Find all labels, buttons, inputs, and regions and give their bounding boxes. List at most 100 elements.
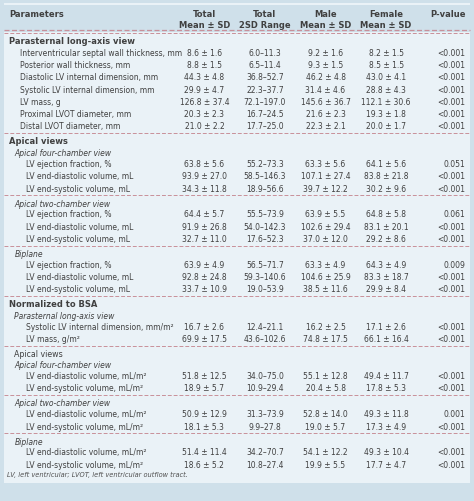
Text: 20.3 ± 2.3: 20.3 ± 2.3 (184, 110, 224, 119)
Text: 6.5–11.4: 6.5–11.4 (248, 61, 282, 70)
Text: 43.0 ± 4.1: 43.0 ± 4.1 (366, 73, 406, 82)
Text: LV end-diastolic volume, mL: LV end-diastolic volume, mL (27, 172, 134, 181)
Text: 51.4 ± 11.4: 51.4 ± 11.4 (182, 447, 227, 456)
Text: <0.001: <0.001 (438, 61, 465, 70)
Text: Biplane: Biplane (14, 249, 43, 259)
Text: <0.001: <0.001 (438, 273, 465, 282)
Text: LV, left ventricular; LVOT, left ventricular outflow tract.: LV, left ventricular; LVOT, left ventric… (7, 471, 188, 477)
Text: LV end-systolic volume, mL/m²: LV end-systolic volume, mL/m² (27, 422, 144, 431)
Text: <0.001: <0.001 (438, 122, 465, 131)
Text: LV mass, g: LV mass, g (20, 98, 61, 107)
Text: 54.1 ± 12.2: 54.1 ± 12.2 (303, 447, 348, 456)
Text: 49.3 ± 11.8: 49.3 ± 11.8 (364, 409, 409, 418)
Text: 9.3 ± 1.5: 9.3 ± 1.5 (308, 61, 343, 70)
Text: Apical views: Apical views (14, 350, 63, 359)
Text: <0.001: <0.001 (438, 184, 465, 193)
Text: LV end-systolic volume, mL: LV end-systolic volume, mL (27, 234, 130, 243)
Text: Total: Total (193, 10, 216, 19)
Text: <0.001: <0.001 (438, 222, 465, 231)
Text: 19.0 ± 5.7: 19.0 ± 5.7 (305, 422, 346, 431)
Text: Interventricular septal wall thickness, mm: Interventricular septal wall thickness, … (20, 49, 182, 58)
Text: <0.001: <0.001 (438, 335, 465, 344)
Text: 54.0–142.3: 54.0–142.3 (244, 222, 286, 231)
Text: Mean ± SD: Mean ± SD (360, 21, 412, 30)
Text: 55.2–73.3: 55.2–73.3 (246, 160, 284, 169)
Text: 31.4 ± 4.6: 31.4 ± 4.6 (305, 85, 346, 94)
Text: 16.7 ± 2.6: 16.7 ± 2.6 (184, 323, 224, 332)
Text: 0.051: 0.051 (444, 160, 465, 169)
Text: 49.4 ± 11.7: 49.4 ± 11.7 (364, 371, 409, 380)
Text: 8.8 ± 1.5: 8.8 ± 1.5 (187, 61, 222, 70)
Text: <0.001: <0.001 (438, 447, 465, 456)
Text: 31.3–73.9: 31.3–73.9 (246, 409, 284, 418)
Text: LV ejection fraction, %: LV ejection fraction, % (27, 261, 112, 270)
Text: Parasternal long-axis view: Parasternal long-axis view (9, 37, 136, 46)
Text: 29.2 ± 8.6: 29.2 ± 8.6 (366, 234, 406, 243)
Text: 126.8 ± 37.4: 126.8 ± 37.4 (180, 98, 229, 107)
Text: 104.6 ± 25.9: 104.6 ± 25.9 (301, 273, 350, 282)
Text: 63.3 ± 5.6: 63.3 ± 5.6 (305, 160, 346, 169)
Text: LV mass, g/m²: LV mass, g/m² (27, 335, 80, 344)
Text: <0.001: <0.001 (438, 323, 465, 332)
Text: <0.001: <0.001 (438, 172, 465, 181)
Text: 6.0–11.3: 6.0–11.3 (248, 49, 282, 58)
Text: 22.3–37.7: 22.3–37.7 (246, 85, 284, 94)
Text: 16.7–24.5: 16.7–24.5 (246, 110, 284, 119)
Text: 44.3 ± 4.8: 44.3 ± 4.8 (184, 73, 225, 82)
Text: 10.9–29.4: 10.9–29.4 (246, 384, 284, 393)
Text: 10.8–27.4: 10.8–27.4 (246, 460, 284, 469)
Text: 32.7 ± 11.0: 32.7 ± 11.0 (182, 234, 227, 243)
Text: 18.9–56.6: 18.9–56.6 (246, 184, 284, 193)
Text: LV end-systolic volume, mL/m²: LV end-systolic volume, mL/m² (27, 384, 144, 393)
Text: 19.0–53.9: 19.0–53.9 (246, 285, 284, 294)
Text: 52.8 ± 14.0: 52.8 ± 14.0 (303, 409, 348, 418)
Text: 64.1 ± 5.6: 64.1 ± 5.6 (366, 160, 406, 169)
Text: <0.001: <0.001 (438, 285, 465, 294)
Text: 34.0–75.0: 34.0–75.0 (246, 371, 284, 380)
Text: Parasternal long-axis view: Parasternal long-axis view (14, 312, 115, 321)
Text: Apical two-chamber view: Apical two-chamber view (14, 399, 110, 408)
Text: 17.7 ± 4.7: 17.7 ± 4.7 (366, 460, 406, 469)
Text: Systolic LV internal dimension, mm: Systolic LV internal dimension, mm (20, 85, 155, 94)
Text: 16.2 ± 2.5: 16.2 ± 2.5 (306, 323, 346, 332)
Text: Apical views: Apical views (9, 137, 68, 146)
Text: 63.8 ± 5.6: 63.8 ± 5.6 (184, 160, 225, 169)
Text: 18.1 ± 5.3: 18.1 ± 5.3 (184, 422, 224, 431)
Text: Female: Female (369, 10, 403, 19)
Text: <0.001: <0.001 (438, 85, 465, 94)
Text: 39.7 ± 12.2: 39.7 ± 12.2 (303, 184, 348, 193)
Text: 8.6 ± 1.6: 8.6 ± 1.6 (187, 49, 222, 58)
Text: 33.7 ± 10.9: 33.7 ± 10.9 (182, 285, 227, 294)
Text: 74.8 ± 17.5: 74.8 ± 17.5 (303, 335, 348, 344)
Text: Biplane: Biplane (14, 437, 43, 446)
Text: 22.3 ± 2.1: 22.3 ± 2.1 (306, 122, 346, 131)
Text: 83.1 ± 20.1: 83.1 ± 20.1 (364, 222, 409, 231)
Text: 145.6 ± 36.7: 145.6 ± 36.7 (301, 98, 350, 107)
Text: LV end-diastolic volume, mL: LV end-diastolic volume, mL (27, 222, 134, 231)
Text: 51.8 ± 12.5: 51.8 ± 12.5 (182, 371, 227, 380)
Text: 37.0 ± 12.0: 37.0 ± 12.0 (303, 234, 348, 243)
Text: 64.3 ± 4.9: 64.3 ± 4.9 (366, 261, 406, 270)
Text: 9.9–27.8: 9.9–27.8 (248, 422, 282, 431)
Text: 0.009: 0.009 (444, 261, 465, 270)
Text: 69.9 ± 17.5: 69.9 ± 17.5 (182, 335, 227, 344)
Text: Apical two-chamber view: Apical two-chamber view (14, 199, 110, 208)
Text: 9.2 ± 1.6: 9.2 ± 1.6 (308, 49, 343, 58)
Text: LV end-systolic volume, mL: LV end-systolic volume, mL (27, 184, 130, 193)
Text: 2SD Range: 2SD Range (239, 21, 291, 30)
Text: 21.0 ± 2.2: 21.0 ± 2.2 (184, 122, 224, 131)
Text: P-value: P-value (430, 10, 465, 19)
Text: Total: Total (253, 10, 277, 19)
Text: Systolic LV internal dimension, mm/m²: Systolic LV internal dimension, mm/m² (27, 323, 174, 332)
Text: 91.9 ± 26.8: 91.9 ± 26.8 (182, 222, 227, 231)
Text: 17.7–25.0: 17.7–25.0 (246, 122, 284, 131)
Text: 63.3 ± 4.9: 63.3 ± 4.9 (305, 261, 346, 270)
Text: 46.2 ± 4.8: 46.2 ± 4.8 (306, 73, 346, 82)
Text: 17.6–52.3: 17.6–52.3 (246, 234, 284, 243)
Text: 18.6 ± 5.2: 18.6 ± 5.2 (184, 460, 224, 469)
Text: 92.8 ± 24.8: 92.8 ± 24.8 (182, 273, 227, 282)
Text: Apical four-chamber view: Apical four-chamber view (14, 149, 111, 158)
Text: 29.9 ± 4.7: 29.9 ± 4.7 (184, 85, 225, 94)
Bar (4, 6, 470, 33)
Text: 112.1 ± 30.6: 112.1 ± 30.6 (361, 98, 411, 107)
